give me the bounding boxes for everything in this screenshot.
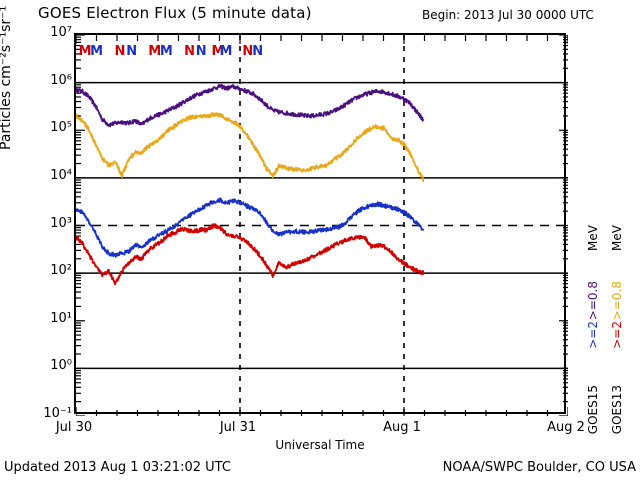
flare-marker-5: M: [159, 44, 173, 59]
x-tick-label-1: Jul 31: [219, 420, 257, 435]
y-tick-label-1: 10⁶: [50, 72, 72, 88]
y-axis-title: Particles cm⁻²s⁻¹sr⁻¹: [0, 5, 14, 150]
x-axis-title: Universal Time: [275, 438, 365, 452]
series-line: [76, 83, 425, 128]
series-line: [76, 112, 425, 183]
y-tick-label-5: 10²: [50, 263, 72, 279]
flare-marker-8: M: [211, 44, 225, 59]
legend-energy-low-col1: >=0.8: [586, 281, 600, 321]
legend-energy-low-col2: >=0.8: [610, 281, 624, 321]
y-tick-label-0: 10⁷: [50, 25, 72, 40]
flare-marker-9: M: [219, 44, 233, 59]
flare-marker-7: N: [195, 44, 207, 59]
legend-satellite-col2: GOES13: [610, 385, 624, 435]
organization-label: NOAA/SWPC Boulder, CO USA: [442, 460, 636, 475]
flare-marker-10: N: [242, 44, 254, 59]
legend-unit-col2: MeV: [610, 225, 624, 251]
updated-timestamp: Updated 2013 Aug 1 03:21:02 UTC: [4, 460, 231, 475]
legend-energy-high-col1: >=2: [586, 321, 600, 349]
y-tick-label-4: 10³: [50, 215, 72, 231]
flare-marker-4: M: [148, 44, 162, 59]
legend-unit-col1: MeV: [586, 225, 600, 251]
y-tick-label-2: 10⁵: [50, 120, 72, 136]
flare-marker-1: M: [90, 44, 104, 59]
flare-marker-0: M: [78, 44, 92, 59]
x-tick-label-0: Jul 30: [55, 420, 93, 435]
flare-marker-6: N: [184, 44, 196, 59]
flare-marker-3: N: [126, 44, 138, 59]
x-tick-label-2: Aug 1: [383, 420, 421, 435]
begin-timestamp: Begin: 2013 Jul 30 0000 UTC: [422, 8, 594, 22]
y-tick-label-3: 10⁴: [50, 167, 72, 183]
flare-marker-2: N: [114, 44, 126, 59]
chart-plot-area: [74, 33, 568, 416]
series-line: [76, 223, 425, 286]
series-line: [76, 197, 425, 258]
page-title: GOES Electron Flux (5 minute data): [38, 4, 312, 22]
legend-energy-high-col2: >=2: [610, 321, 624, 349]
legend-satellite-col1: GOES15: [586, 385, 600, 435]
x-tick-label-3: Aug 2: [547, 420, 585, 435]
y-tick-label-6: 10¹: [50, 310, 72, 326]
y-tick-label-7: 10⁰: [50, 358, 72, 374]
chart-canvas: [76, 35, 568, 416]
flare-marker-11: N: [252, 44, 264, 59]
y-tick-label-8: 10⁻¹: [43, 406, 72, 421]
